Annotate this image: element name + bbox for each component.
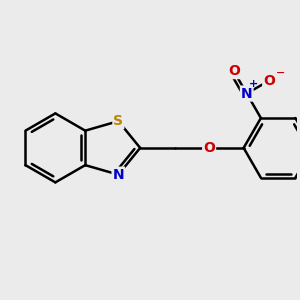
Text: −: − bbox=[276, 68, 286, 78]
Text: O: O bbox=[228, 64, 240, 78]
Text: N: N bbox=[241, 86, 253, 100]
Text: O: O bbox=[203, 141, 215, 155]
Text: S: S bbox=[113, 114, 123, 128]
Text: +: + bbox=[249, 79, 258, 89]
Text: O: O bbox=[263, 74, 275, 88]
Text: N: N bbox=[112, 168, 124, 182]
